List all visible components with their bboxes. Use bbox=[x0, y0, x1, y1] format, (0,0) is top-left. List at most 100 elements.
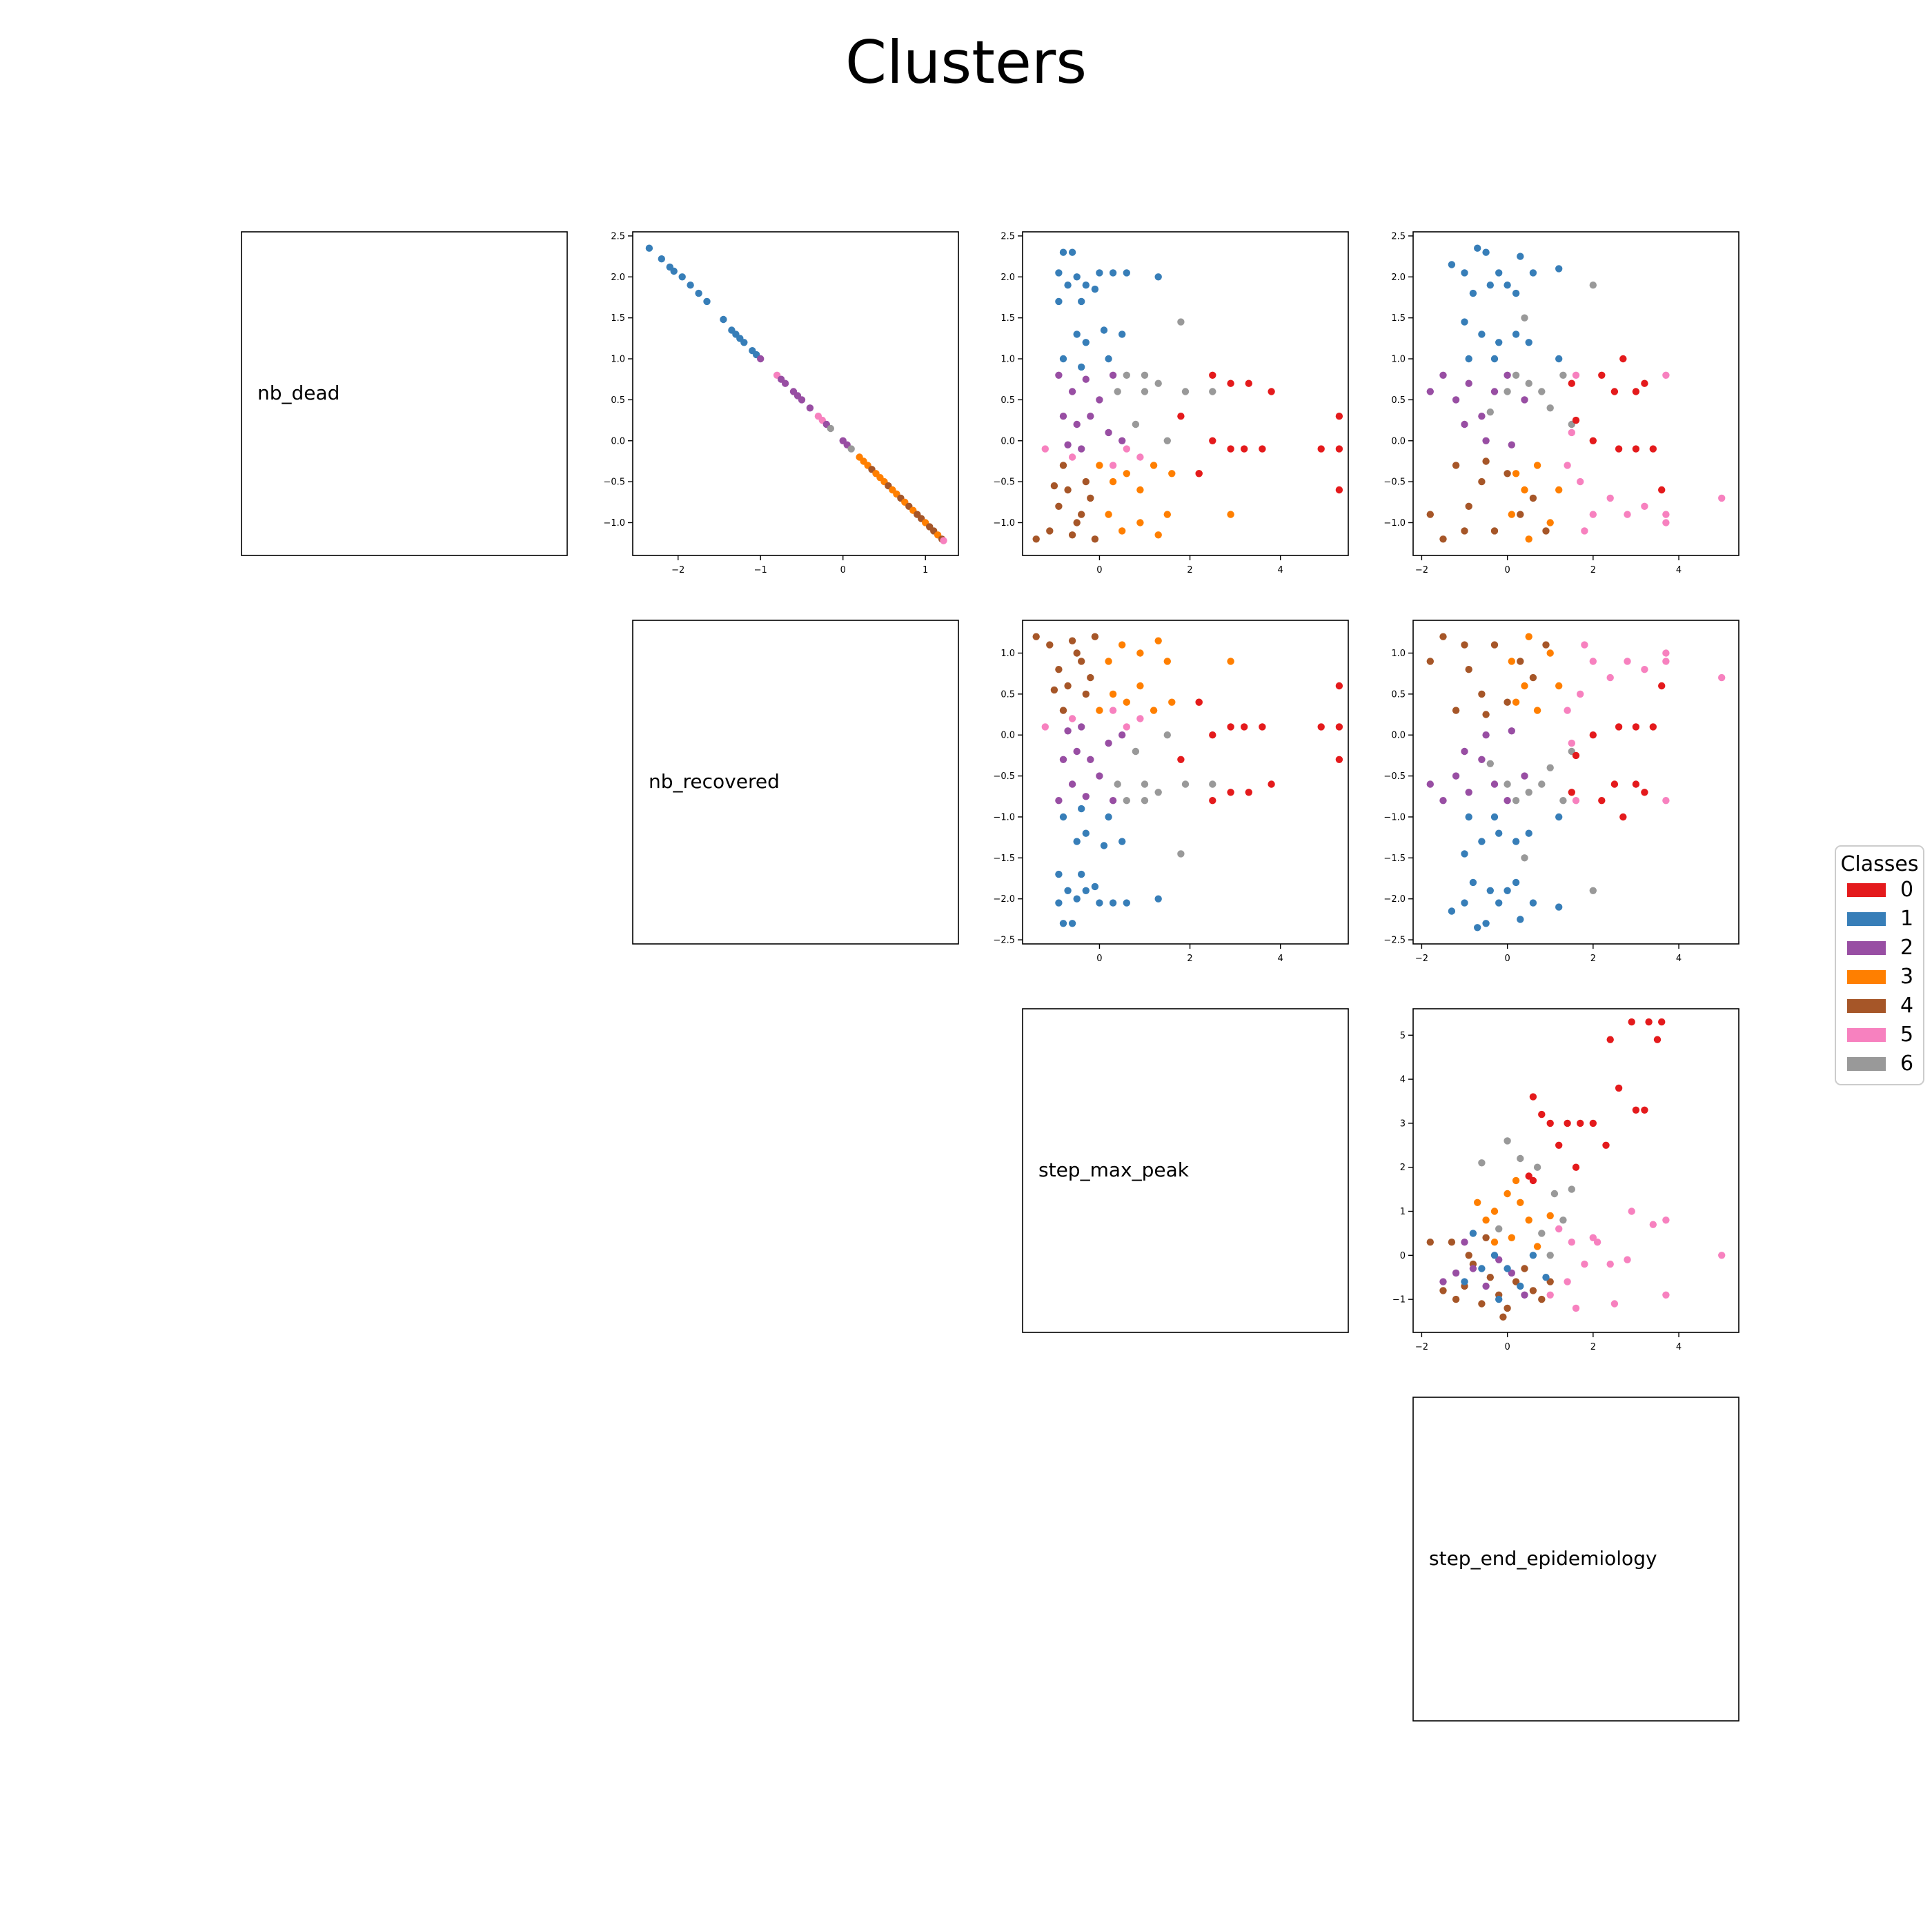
data-point bbox=[1525, 789, 1532, 796]
data-point bbox=[1123, 470, 1131, 477]
data-point bbox=[1499, 1313, 1507, 1321]
data-point bbox=[1474, 924, 1481, 931]
legend-label: 3 bbox=[1900, 965, 1913, 989]
data-point bbox=[1335, 413, 1343, 420]
data-point bbox=[1512, 470, 1520, 477]
plot-area bbox=[1413, 232, 1739, 555]
legend-swatch bbox=[1847, 883, 1886, 897]
data-point bbox=[1177, 318, 1185, 326]
data-point bbox=[1662, 797, 1670, 805]
data-point bbox=[1227, 511, 1234, 518]
data-point bbox=[1529, 1176, 1537, 1185]
legend: Classes 0 1 2 3 4 5 6 bbox=[1835, 845, 1924, 1085]
data-point bbox=[1568, 428, 1575, 437]
data-point bbox=[658, 255, 665, 263]
data-point bbox=[1141, 797, 1149, 805]
y-tick-label: 1.5 bbox=[1000, 313, 1015, 324]
data-point bbox=[1504, 371, 1511, 379]
data-point bbox=[1490, 641, 1499, 649]
data-point bbox=[1209, 731, 1216, 739]
data-point bbox=[1512, 331, 1520, 338]
data-point bbox=[1504, 1137, 1511, 1145]
plot-area bbox=[1413, 620, 1739, 944]
axes-frame bbox=[1022, 231, 1349, 556]
data-point bbox=[1123, 269, 1131, 277]
scatter-panel-nb_dead-vs-step_end_epidemiology: −2 0 2 4 −1.0 −0.5 0.0 0.5 1.0 1.5 2.0 2.5 bbox=[1383, 231, 1739, 575]
data-point bbox=[1508, 727, 1515, 735]
data-point bbox=[1335, 756, 1343, 764]
y-tick-label: 0.5 bbox=[611, 395, 625, 406]
y-tick-label: 0.5 bbox=[1000, 395, 1015, 406]
data-point bbox=[1154, 379, 1162, 387]
data-point bbox=[1177, 850, 1185, 858]
data-point bbox=[1109, 477, 1117, 486]
data-point bbox=[740, 339, 748, 346]
data-point bbox=[1517, 916, 1524, 923]
x-tick-label: 2 bbox=[1187, 565, 1192, 575]
data-point bbox=[1482, 457, 1490, 465]
data-point bbox=[1064, 486, 1072, 494]
data-point bbox=[1105, 813, 1112, 821]
data-point bbox=[1658, 486, 1666, 494]
data-point bbox=[1482, 920, 1490, 927]
scatter-panels: −2 −1 0 1−1.0−0.50.00.51.01.52.02.50 2 4−1.0−… bbox=[603, 231, 1739, 1352]
data-point bbox=[1068, 780, 1076, 788]
data-point bbox=[1474, 1199, 1481, 1207]
data-point bbox=[1572, 797, 1580, 805]
data-point bbox=[1055, 870, 1063, 878]
y-tick-label: −2.0 bbox=[1383, 894, 1406, 905]
legend-swatch bbox=[1847, 970, 1886, 984]
data-point bbox=[1589, 731, 1597, 739]
data-point bbox=[703, 297, 711, 306]
data-point bbox=[1658, 1018, 1666, 1026]
data-point bbox=[1109, 707, 1117, 714]
data-point bbox=[1109, 797, 1117, 805]
data-point bbox=[1335, 445, 1343, 453]
data-point bbox=[1525, 535, 1532, 543]
data-point bbox=[1662, 658, 1670, 665]
data-point bbox=[1508, 658, 1515, 665]
data-point bbox=[1150, 707, 1158, 714]
data-point bbox=[1469, 289, 1477, 297]
data-point bbox=[1118, 731, 1126, 739]
y-tick-label: 2.0 bbox=[611, 273, 625, 283]
data-point bbox=[1525, 379, 1532, 387]
diagonal-panel-nb-recovered: nb_recovered bbox=[632, 620, 959, 945]
data-point bbox=[670, 267, 678, 275]
data-point bbox=[1658, 682, 1666, 690]
points bbox=[645, 244, 947, 544]
data-point bbox=[1555, 813, 1563, 821]
data-point bbox=[1517, 658, 1524, 665]
data-point bbox=[1632, 1106, 1640, 1114]
data-point bbox=[1461, 527, 1468, 535]
data-point bbox=[1559, 1216, 1567, 1224]
y-tick-label: 5 bbox=[1400, 1031, 1406, 1041]
data-point bbox=[1055, 797, 1063, 805]
data-point bbox=[1610, 388, 1619, 395]
data-point bbox=[1317, 723, 1325, 731]
data-point bbox=[1555, 903, 1563, 911]
data-point bbox=[1041, 723, 1049, 731]
data-point bbox=[1486, 282, 1494, 289]
data-point bbox=[1439, 797, 1447, 805]
y-tick-label: −2.5 bbox=[993, 936, 1015, 946]
data-point bbox=[1059, 707, 1067, 714]
data-point bbox=[1546, 1212, 1554, 1220]
data-point bbox=[1073, 895, 1081, 903]
data-point bbox=[1546, 1278, 1554, 1285]
y-tick-label: −0.5 bbox=[1383, 477, 1406, 488]
data-point bbox=[1461, 899, 1468, 907]
y-tick-label: 1 bbox=[1400, 1207, 1406, 1217]
data-point bbox=[1619, 813, 1627, 821]
data-point bbox=[1555, 1225, 1563, 1233]
scatter-panel-nb_recovered-vs-step_max_peak: 0 2 4 −2.5 −2.0 −1.5 −1.0 −0.5 0.0 0.5 1.0 bbox=[993, 620, 1349, 964]
scatter-panel-step_max_peak-vs-step_end_epidemiology: −2 0 2 4 −1 0 1 2 3 4 5 bbox=[1392, 1008, 1739, 1352]
y-tick-label: 4 bbox=[1400, 1075, 1406, 1085]
legend-entry-4: 4 bbox=[1847, 994, 1913, 1018]
data-point bbox=[1154, 637, 1162, 644]
data-point bbox=[1486, 1274, 1494, 1281]
data-point bbox=[1082, 477, 1090, 486]
data-point bbox=[1572, 371, 1580, 379]
data-point bbox=[1546, 404, 1554, 412]
